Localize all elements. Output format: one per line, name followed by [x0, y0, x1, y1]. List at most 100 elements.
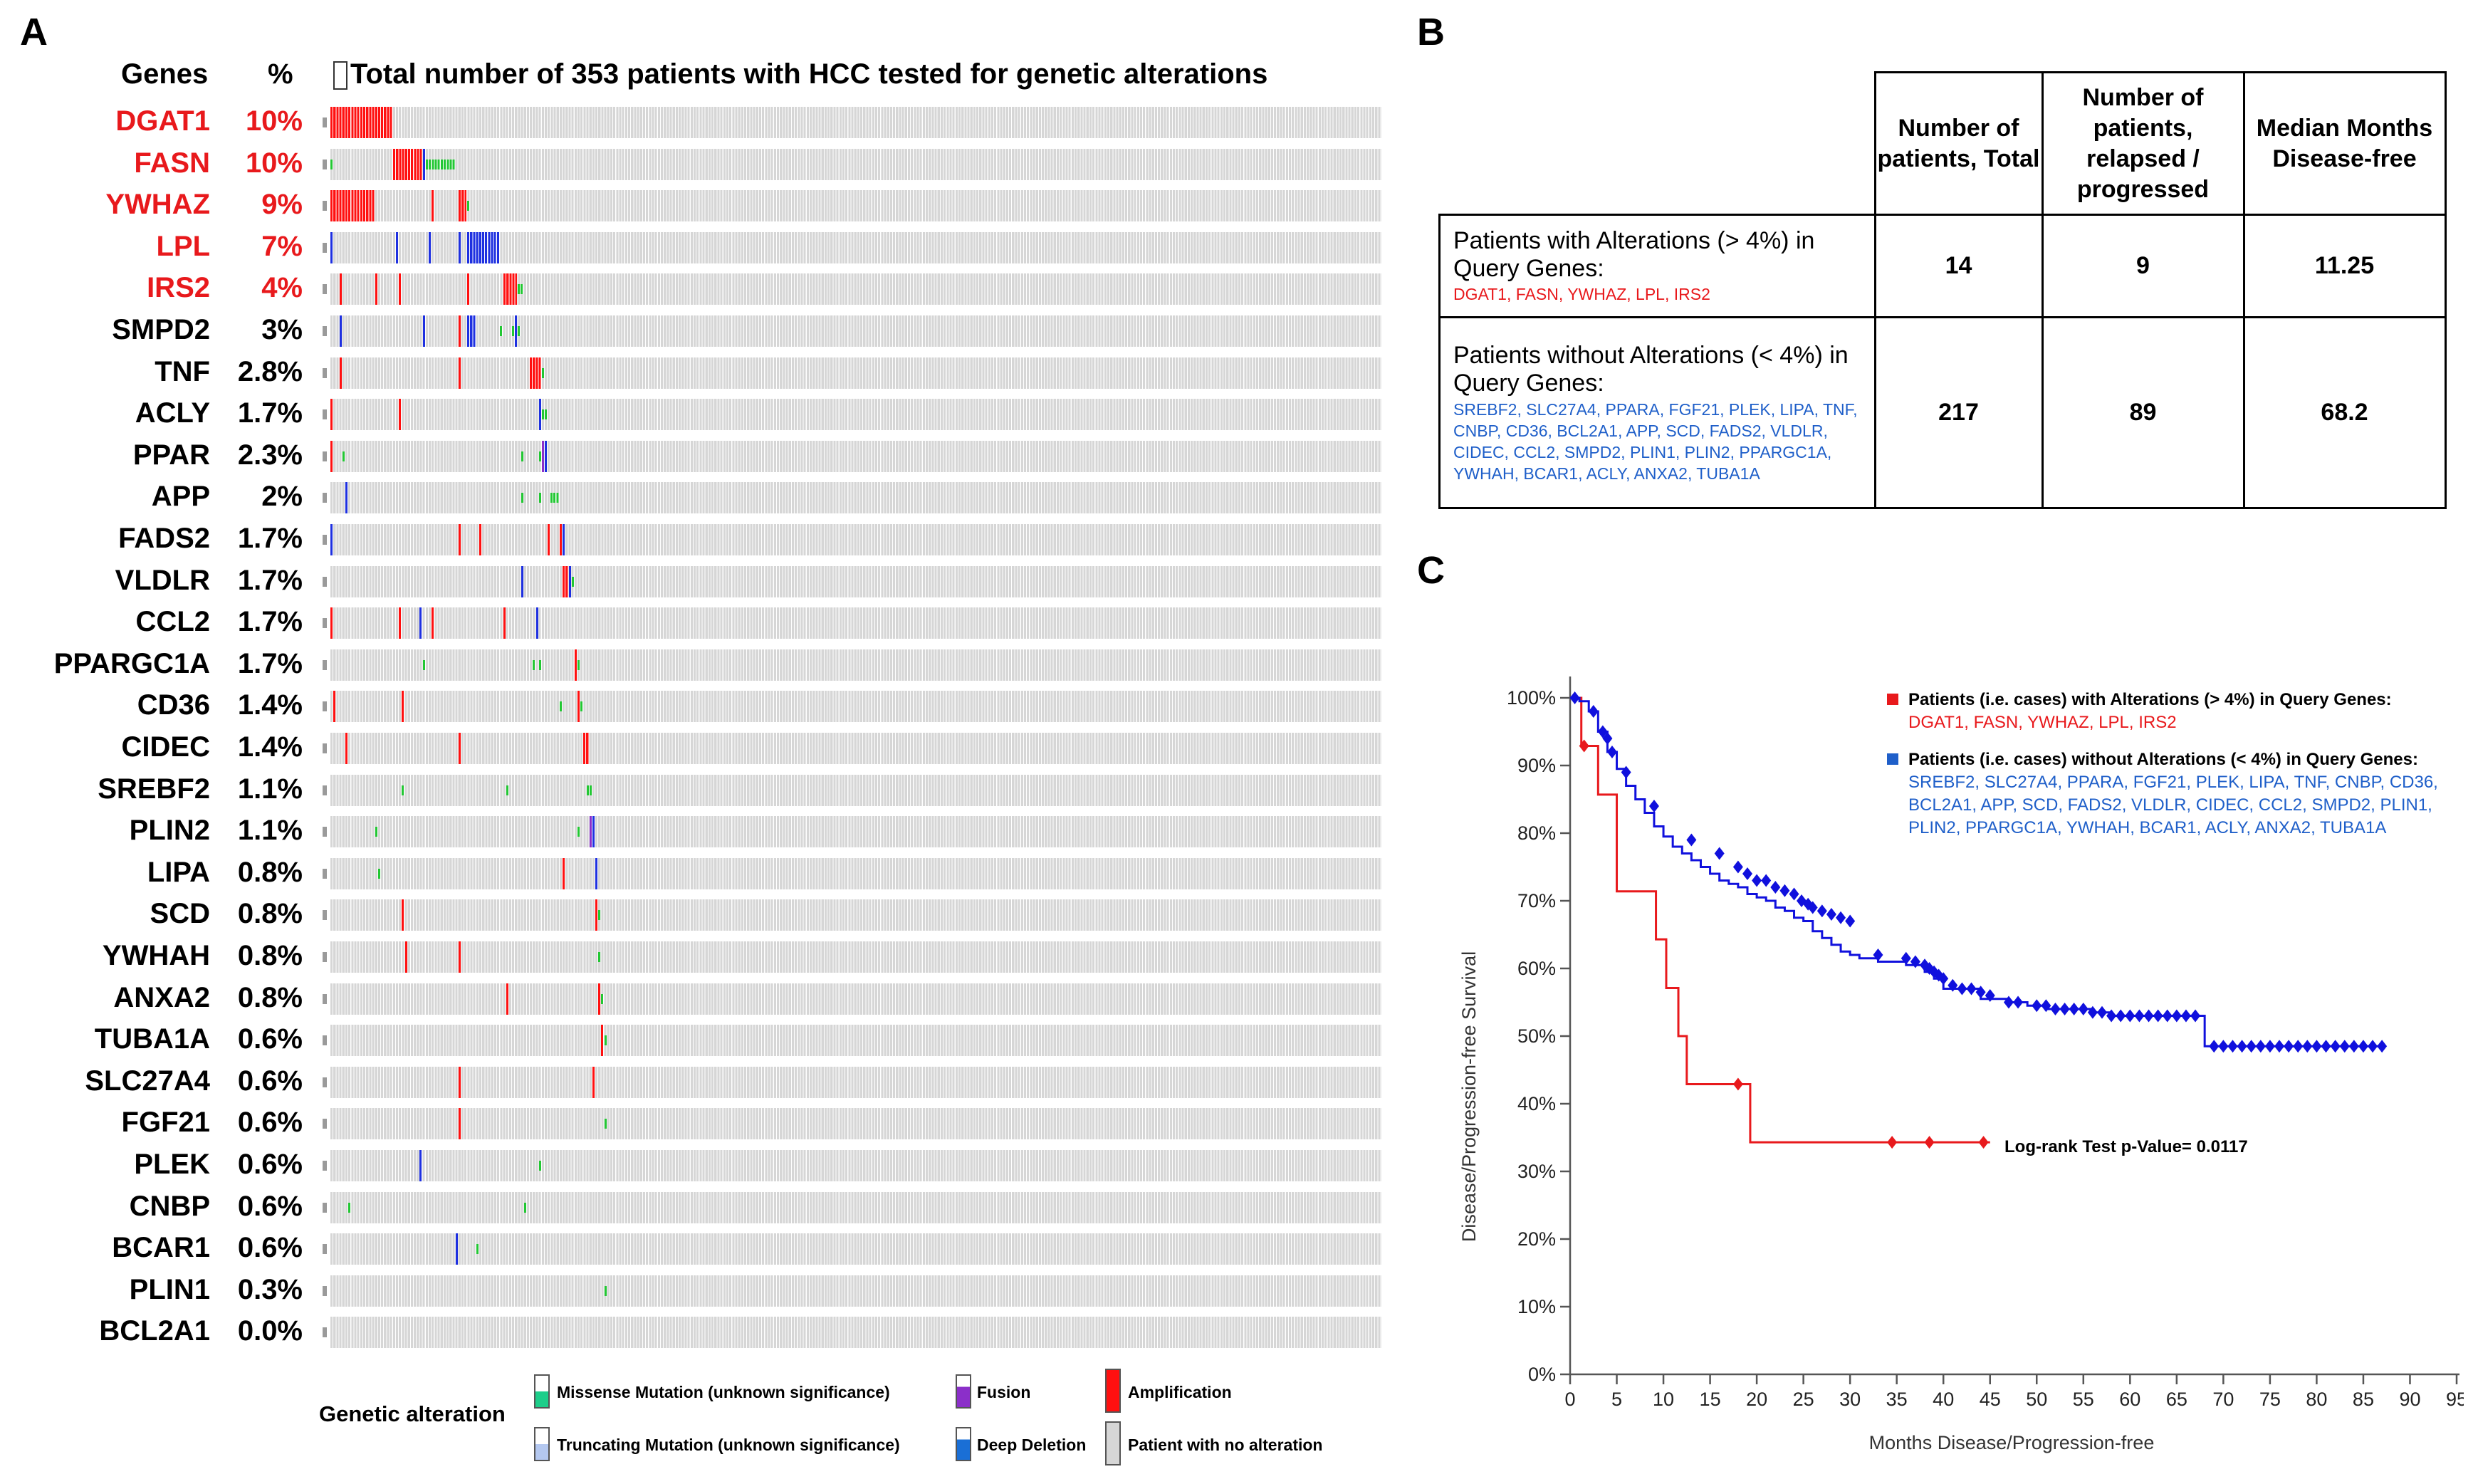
censor-mark [2116, 1009, 2126, 1023]
panel-letter-a: A [20, 11, 48, 53]
gene-name: YWHAZ [105, 189, 210, 221]
amplification-mark [598, 983, 601, 1015]
gene-name: PLIN1 [129, 1273, 210, 1305]
gene-percent: 2.8% [237, 355, 303, 387]
gene-percent: 2% [261, 481, 303, 513]
censor-mark [1948, 978, 1958, 992]
amplification-mark [548, 524, 550, 555]
amplification-mark [563, 857, 565, 889]
amplification-mark [330, 399, 333, 431]
track-tick [323, 1327, 327, 1338]
censor-mark [1975, 986, 1986, 999]
amplification-mark [399, 273, 402, 305]
x-tick-label: 25 [1793, 1389, 1814, 1410]
gene-track [330, 733, 1381, 764]
censor-mark [1602, 732, 1613, 745]
gene-percent: 3% [261, 314, 303, 345]
x-tick-label: 75 [2259, 1389, 2281, 1410]
legend-blue-swatch-icon [1887, 753, 1898, 765]
gene-track [330, 1025, 1381, 1057]
y-tick-label: 90% [1517, 755, 1556, 776]
missense-mark [586, 785, 592, 795]
censor-mark [2134, 1009, 2145, 1023]
gene-percent: 1.4% [237, 689, 303, 721]
missense-mark [342, 451, 345, 461]
gene-name: LIPA [147, 856, 210, 888]
censor-mark [2171, 1009, 2182, 1023]
y-tick-label: 10% [1517, 1296, 1556, 1317]
censor-mark [2321, 1040, 2331, 1053]
missense-mark [577, 827, 580, 837]
gene-track [330, 607, 1381, 639]
amplification-mark [458, 357, 461, 389]
censor-mark [2059, 1003, 2070, 1015]
table-corner [1439, 72, 1876, 216]
missense-mark [604, 1285, 607, 1296]
gene-track [330, 691, 1381, 723]
x-tick-label: 20 [1746, 1389, 1767, 1410]
censor-mark [1933, 968, 1944, 982]
row1-total: 14 [1873, 214, 2044, 318]
missense-mark [604, 1035, 607, 1046]
deep-deletion-mark [467, 231, 500, 263]
censor-mark [2143, 1009, 2154, 1023]
track-tick [323, 701, 327, 712]
gene-track [330, 148, 1381, 180]
gene-track [330, 1233, 1381, 1265]
col-header-relapsed: Number of patients, relapsed / progresse… [2041, 71, 2245, 216]
km-series-line-0 [1570, 696, 1990, 1144]
censor-mark [1836, 911, 1846, 924]
gene-track [330, 1317, 1381, 1349]
deep-deletion-swatch-icon [956, 1427, 971, 1461]
deep-deletion-mark [422, 148, 425, 180]
legend-red-swatch-icon [1887, 694, 1898, 705]
track-tick [323, 535, 327, 545]
amplification-mark [467, 273, 470, 305]
gene-percent: 9% [261, 189, 303, 221]
panel-letter-c: C [1417, 549, 1445, 592]
censor-mark [1770, 881, 1781, 894]
censor-mark [2311, 1040, 2322, 1053]
oncoprint-panel: A Genes % Total number of 353 patients w… [20, 11, 1381, 1465]
censor-mark [2255, 1040, 2266, 1053]
deep-deletion-mark [568, 565, 571, 597]
gene-track [330, 231, 1381, 263]
x-tick-label: 90 [2399, 1389, 2420, 1410]
fusion-mark [589, 816, 592, 848]
amplification-mark [345, 733, 348, 764]
censor-mark [2180, 1009, 2191, 1023]
missense-mark [601, 993, 604, 1004]
gene-percent: 0.6% [237, 1190, 303, 1222]
missense-mark [500, 326, 503, 336]
censor-mark [2013, 996, 2024, 1009]
amplification-mark [503, 607, 506, 639]
gene-track [330, 315, 1381, 347]
track-tick [323, 1285, 327, 1296]
gene-track [330, 1275, 1381, 1307]
track-tick [323, 367, 327, 378]
missense-mark [541, 409, 548, 420]
gene-percent: 1.1% [237, 773, 303, 805]
amplification-swatch-icon [1105, 1369, 1121, 1413]
gene-track [330, 983, 1381, 1015]
track-tick [323, 326, 327, 336]
censor-mark [1761, 874, 1772, 887]
gene-name: APP [151, 481, 210, 513]
row1-median: 11.25 [2242, 214, 2447, 318]
amplification-mark [458, 524, 461, 555]
deep-deletion-mark [458, 231, 461, 263]
amplification-mark [479, 524, 482, 555]
amplification-mark [577, 691, 580, 723]
deep-deletion-mark [345, 482, 348, 514]
censor-mark [1924, 962, 1935, 975]
censor-mark [2087, 1005, 2098, 1019]
track-tick [323, 117, 327, 127]
missense-mark [604, 1119, 607, 1129]
track-tick [323, 785, 327, 795]
censor-mark [1978, 1136, 1989, 1149]
legend-missense: Missense Mutation (unknown significance) [557, 1383, 890, 1401]
km-chart: 0% 10% 20% 30% 40% 50% 60% 70% 80% 90% 100% 0 5 10 15 2… [1458, 676, 2464, 1453]
censor-mark [1621, 765, 1631, 779]
amplification-mark [375, 273, 377, 305]
gene-track [330, 357, 1381, 389]
